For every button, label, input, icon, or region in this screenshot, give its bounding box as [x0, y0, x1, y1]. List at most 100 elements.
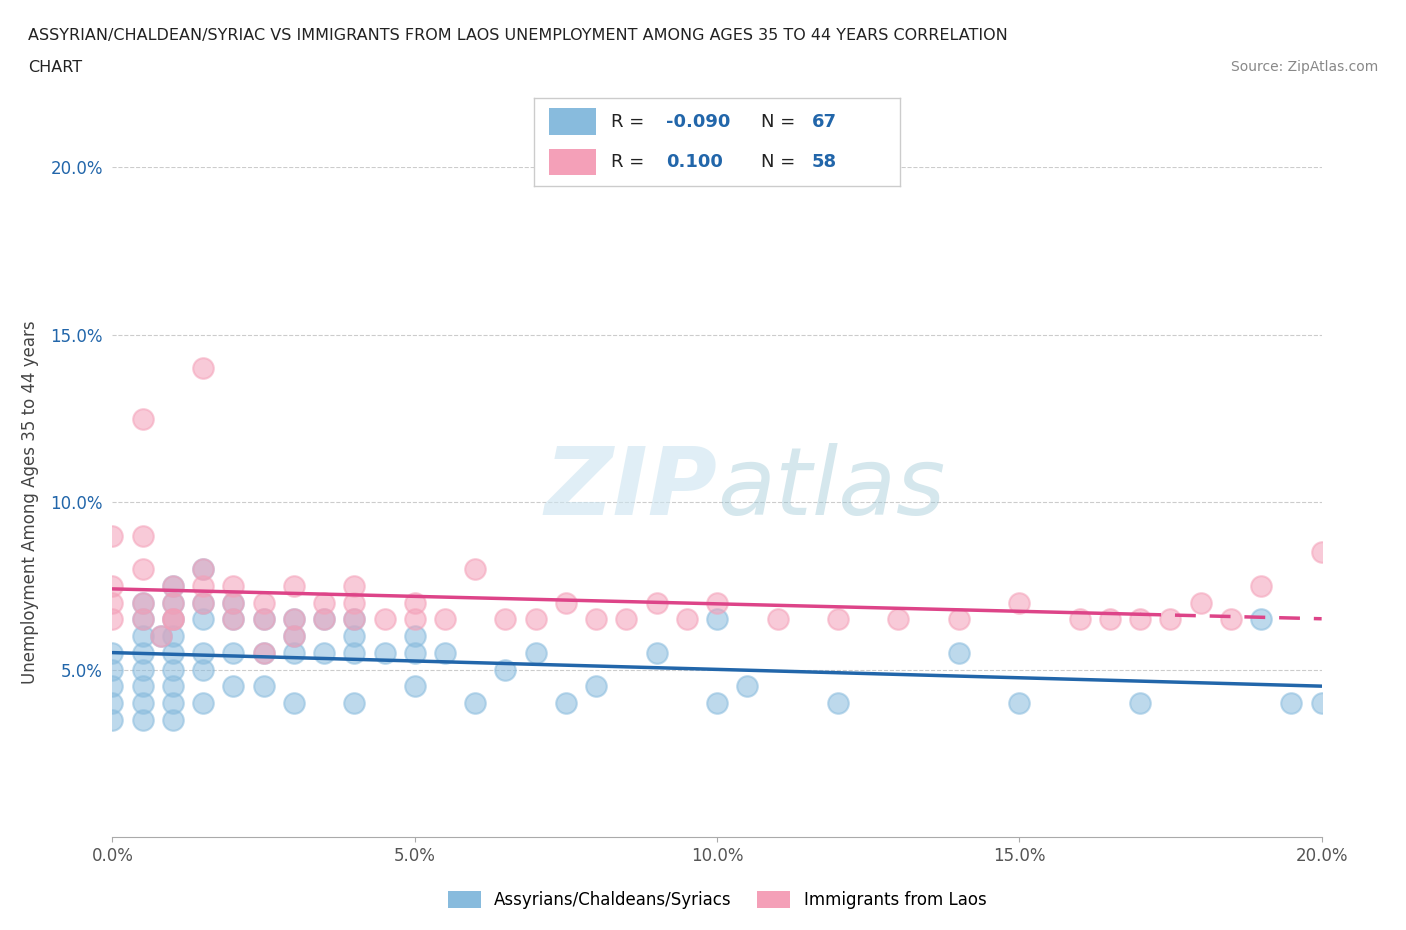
Point	[132, 562, 155, 577]
Point	[191, 696, 214, 711]
Point	[162, 696, 184, 711]
Point	[132, 612, 155, 627]
Point	[191, 612, 214, 627]
Point	[1250, 578, 1272, 593]
Text: 0.100: 0.100	[666, 153, 723, 171]
Point	[554, 696, 576, 711]
Point	[283, 696, 305, 711]
Text: ZIP: ZIP	[544, 443, 717, 535]
Point	[253, 612, 276, 627]
Point	[283, 645, 305, 660]
Point	[101, 645, 124, 660]
Point	[162, 679, 184, 694]
Bar	[548, 108, 596, 135]
Text: N =: N =	[761, 113, 796, 130]
Point	[149, 629, 172, 644]
Point	[314, 612, 336, 627]
Point	[495, 662, 517, 677]
Point	[222, 578, 245, 593]
Point	[101, 528, 124, 543]
Point	[283, 612, 305, 627]
Point	[132, 411, 155, 426]
Point	[524, 645, 547, 660]
Point	[827, 612, 849, 627]
Point	[343, 578, 366, 593]
Point	[645, 645, 668, 660]
Point	[524, 612, 547, 627]
Point	[283, 578, 305, 593]
Point	[132, 528, 155, 543]
Point	[737, 679, 759, 694]
Point	[1310, 696, 1333, 711]
Text: ASSYRIAN/CHALDEAN/SYRIAC VS IMMIGRANTS FROM LAOS UNEMPLOYMENT AMONG AGES 35 TO 4: ASSYRIAN/CHALDEAN/SYRIAC VS IMMIGRANTS F…	[28, 28, 1008, 43]
Point	[706, 595, 728, 610]
Point	[948, 612, 970, 627]
Point	[191, 645, 214, 660]
Text: R =: R =	[612, 153, 644, 171]
Point	[162, 645, 184, 660]
Point	[191, 562, 214, 577]
Point	[132, 612, 155, 627]
Point	[706, 696, 728, 711]
Point	[191, 562, 214, 577]
Point	[343, 645, 366, 660]
Point	[404, 612, 426, 627]
Point	[433, 645, 456, 660]
Bar	[548, 149, 596, 176]
Point	[314, 645, 336, 660]
Point	[191, 578, 214, 593]
Point	[675, 612, 697, 627]
Point	[585, 612, 607, 627]
Point	[101, 679, 124, 694]
Point	[1310, 545, 1333, 560]
Point	[1098, 612, 1121, 627]
Point	[162, 629, 184, 644]
Point	[464, 562, 486, 577]
Point	[222, 595, 245, 610]
Point	[1159, 612, 1181, 627]
Point	[374, 645, 396, 660]
Text: N =: N =	[761, 153, 796, 171]
Point	[253, 612, 276, 627]
Text: R =: R =	[612, 113, 644, 130]
Point	[343, 595, 366, 610]
Point	[404, 645, 426, 660]
Point	[343, 612, 366, 627]
Point	[222, 679, 245, 694]
Point	[222, 612, 245, 627]
Point	[554, 595, 576, 610]
Point	[191, 361, 214, 376]
Point	[149, 629, 172, 644]
Point	[222, 595, 245, 610]
Point	[766, 612, 789, 627]
Point	[162, 662, 184, 677]
Point	[101, 612, 124, 627]
Point	[343, 612, 366, 627]
Point	[132, 696, 155, 711]
Point	[1008, 595, 1031, 610]
Point	[191, 595, 214, 610]
Y-axis label: Unemployment Among Ages 35 to 44 years: Unemployment Among Ages 35 to 44 years	[21, 321, 39, 684]
Point	[132, 679, 155, 694]
Point	[162, 595, 184, 610]
Point	[464, 696, 486, 711]
Point	[706, 612, 728, 627]
Point	[433, 612, 456, 627]
Point	[1129, 696, 1152, 711]
Point	[191, 595, 214, 610]
Point	[191, 662, 214, 677]
Point	[495, 612, 517, 627]
Point	[101, 662, 124, 677]
Point	[162, 595, 184, 610]
Point	[1069, 612, 1091, 627]
Point	[314, 612, 336, 627]
Point	[1279, 696, 1302, 711]
Point	[343, 629, 366, 644]
Point	[253, 595, 276, 610]
Point	[404, 679, 426, 694]
Point	[132, 629, 155, 644]
Point	[253, 645, 276, 660]
Point	[645, 595, 668, 610]
Point	[132, 595, 155, 610]
Point	[162, 578, 184, 593]
